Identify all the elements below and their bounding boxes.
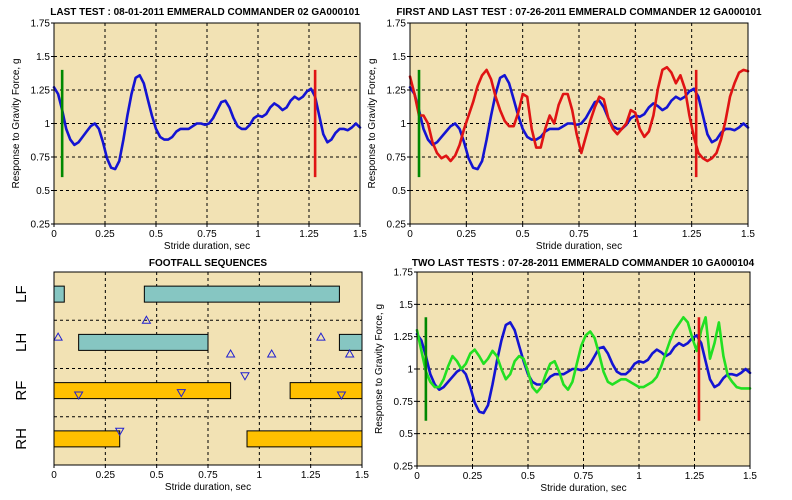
y-tick-label: 0.5 <box>36 186 50 197</box>
chart-title: LAST TEST : 08-01-2011 EMMERALD COMMANDE… <box>50 7 360 18</box>
y-tick-label: 1 <box>44 119 50 130</box>
y-tick-label: 1.75 <box>394 268 414 279</box>
x-tick-label: 1.25 <box>299 229 319 240</box>
y-tick-label: 0.75 <box>394 397 414 408</box>
x-tick-label: 0.5 <box>149 229 163 240</box>
x-tick-label: 0.75 <box>569 229 589 240</box>
chart-panel-2 <box>407 22 750 227</box>
lane-label: LH <box>13 333 30 352</box>
y-tick-label: 1.25 <box>31 86 51 97</box>
x-tick-label: 0.25 <box>463 471 483 482</box>
footfall-bar <box>289 382 363 400</box>
x-axis-label: Stride duration, sec <box>165 482 251 493</box>
x-tick-label: 1.5 <box>743 471 757 482</box>
y-tick-label: 1 <box>400 119 406 130</box>
series-line-red <box>408 65 750 163</box>
chart-title: FOOTFALL SEQUENCES <box>149 258 267 269</box>
chart-panel-1 <box>51 22 362 227</box>
x-tick-label: 0.75 <box>197 229 217 240</box>
y-axis-label: Response to Gravity Force, g <box>374 304 385 434</box>
y-tick-label: 0.25 <box>31 220 51 231</box>
x-tick-label: 1.5 <box>353 229 367 240</box>
y-tick-label: 1.25 <box>394 332 414 343</box>
x-tick-label: 0.5 <box>516 229 530 240</box>
footfall-bar <box>53 430 121 448</box>
x-axis-label: Stride duration, sec <box>164 241 250 252</box>
event-triangle-up <box>266 349 277 358</box>
plot-frame <box>53 271 363 466</box>
x-tick-label: 1.25 <box>301 470 321 481</box>
series-line-blue <box>52 74 362 171</box>
x-tick-label: 1 <box>633 229 639 240</box>
x-tick-label: 1 <box>636 471 642 482</box>
y-tick-label: 0.5 <box>392 186 406 197</box>
x-tick-label: 0.75 <box>574 471 594 482</box>
x-tick-label: 0.25 <box>457 229 477 240</box>
plot-frame <box>416 271 751 467</box>
y-tick-label: 1.5 <box>36 52 50 63</box>
event-triangle-up <box>141 315 152 324</box>
plot-frame <box>409 22 749 225</box>
event-triangle-up <box>225 349 236 358</box>
x-tick-label: 1.25 <box>682 229 702 240</box>
x-tick-label: 0 <box>51 470 57 481</box>
y-tick-label: 0.25 <box>394 462 414 473</box>
series-line-blue <box>408 74 750 171</box>
plot-frame <box>53 22 361 225</box>
series-line-blue <box>415 321 752 415</box>
x-tick-label: 0 <box>51 229 57 240</box>
x-tick-label: 1.5 <box>355 470 369 481</box>
event-triangle-down <box>73 391 84 401</box>
x-tick-label: 0.5 <box>150 470 164 481</box>
y-tick-label: 1.75 <box>387 19 407 30</box>
x-tick-label: 1 <box>257 470 263 481</box>
footfall-bar <box>78 333 209 351</box>
event-triangle-down <box>336 391 347 401</box>
footfall-bar <box>143 285 340 303</box>
y-tick-label: 0.75 <box>387 153 407 164</box>
footfall-bar <box>338 333 363 351</box>
y-axis-label: Response to Gravity Force, g <box>367 58 378 188</box>
x-tick-label: 0.75 <box>198 470 218 481</box>
y-tick-label: 0.25 <box>387 220 407 231</box>
y-axis-label: Response to Gravity Force, g <box>11 58 22 188</box>
y-tick-label: 1.25 <box>387 86 407 97</box>
event-triangle-up <box>53 332 63 341</box>
y-tick-label: 1.5 <box>399 300 413 311</box>
event-triangle-down <box>240 372 250 381</box>
event-triangle-up <box>316 332 326 341</box>
chart-panel-4 <box>414 271 752 469</box>
x-tick-label: 1.25 <box>685 471 705 482</box>
chart-title: FIRST AND LAST TEST : 07-26-2011 EMMERAL… <box>396 7 762 18</box>
chart-title: TWO LAST TESTS : 07-28-2011 EMMERALD COM… <box>412 258 755 269</box>
lane-label: LF <box>13 285 30 303</box>
x-tick-label: 0 <box>414 471 420 482</box>
event-triangle-down <box>114 427 125 437</box>
event-triangle-up <box>344 349 355 358</box>
x-tick-label: 0.5 <box>521 471 535 482</box>
footfall-bar <box>53 285 65 303</box>
y-tick-label: 1 <box>407 365 413 376</box>
series-line-green <box>415 316 752 394</box>
y-tick-label: 0.5 <box>399 429 413 440</box>
lane-label: RF <box>13 381 30 401</box>
x-tick-label: 1 <box>255 229 261 240</box>
lane-label: RH <box>13 428 30 450</box>
x-axis-label: Stride duration, sec <box>540 483 626 494</box>
x-tick-label: 0.25 <box>95 229 115 240</box>
x-axis-label: Stride duration, sec <box>536 241 622 252</box>
footfall-bar <box>246 430 363 448</box>
chart-panel-3 <box>53 271 363 468</box>
y-tick-label: 0.75 <box>31 153 51 164</box>
y-tick-label: 1.75 <box>31 19 51 30</box>
x-tick-label: 0 <box>407 229 413 240</box>
event-triangle-down <box>176 389 187 398</box>
x-tick-label: 0.25 <box>96 470 116 481</box>
y-tick-label: 1.5 <box>392 52 406 63</box>
x-tick-label: 1.5 <box>741 229 755 240</box>
